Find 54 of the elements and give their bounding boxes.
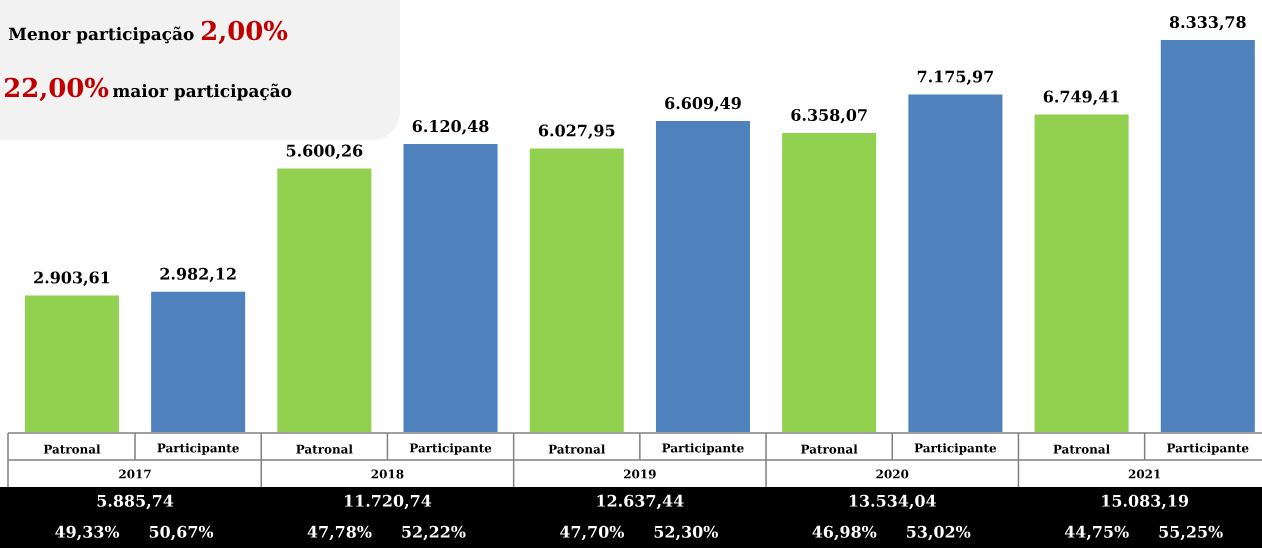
x-tick-label: Participante [157,443,239,455]
annotation: 2,00% [201,20,288,45]
bar [151,291,246,432]
x-tick-label: Patronal [43,444,101,454]
text: 47,70% [559,525,624,541]
data-label: 6.749,41 [1043,90,1119,105]
x-tick-label: Participante [914,443,997,455]
bar [1160,40,1255,432]
text: 52,22% [402,525,466,541]
bar [655,121,750,432]
annotation: Menor participação [8,26,194,44]
text: 49,33% [55,525,120,541]
text: 50,67% [149,525,214,541]
text: 2018 [371,469,404,479]
data-label: 6.609,49 [665,97,741,112]
text: 2019 [624,469,656,479]
x-tick-label: Patronal [1053,444,1110,454]
bar [24,295,119,432]
text: 2017 [119,469,151,479]
x-tick-label: Participante [409,443,492,455]
annotation: maior participação [112,83,292,101]
text: 5.885,74 [97,494,174,510]
text: 53,02% [907,525,971,541]
x-tick-label: Patronal [296,444,353,454]
data-label: 5.600,26 [286,144,363,160]
bar [1034,114,1129,432]
data-label: 6.027,95 [538,124,615,139]
text: 15.083,19 [1102,494,1189,510]
bar [782,132,877,432]
data-label: 2.982,12 [160,267,236,283]
bar [529,148,624,432]
x-tick-label: Patronal [801,444,858,454]
data-label: 2.903,61 [34,271,110,286]
x-tick-label: Patronal [548,444,606,454]
data-label: 6.358,07 [791,108,867,124]
text: 47,78% [307,525,372,541]
bar [908,94,1003,432]
x-tick-label: Participante [662,443,744,455]
bar [403,144,498,432]
text: 11.720,74 [345,494,432,510]
text: 12.637,44 [597,494,684,510]
text: 55,25% [1159,525,1223,541]
text: 44,75% [1064,525,1129,541]
text: 52,30% [654,525,718,541]
text: 46,98% [812,525,877,541]
bar [277,168,372,432]
data-label: 7.175,97 [917,70,993,85]
text: 2021 [1128,469,1161,479]
text: 13.534,04 [849,494,936,510]
x-tick-label: Participante [1167,443,1249,455]
annotation: 22,00% [4,77,109,102]
text: 2020 [876,469,909,479]
data-label: 8.333,78 [1169,16,1246,31]
data-label: 6.120,48 [412,120,489,135]
